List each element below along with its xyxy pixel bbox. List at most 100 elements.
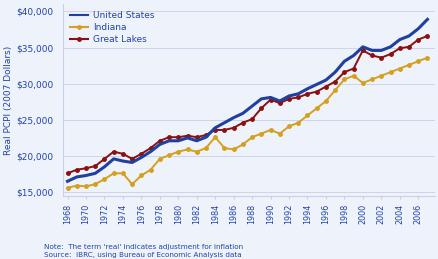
Indiana: [120, 172, 125, 175]
United States: [65, 180, 70, 183]
United States: [184, 136, 190, 139]
Great Lakes: [111, 150, 116, 153]
Great Lakes: [249, 118, 254, 121]
United States: [406, 34, 411, 38]
United States: [120, 160, 125, 163]
United States: [378, 49, 383, 52]
Great Lakes: [322, 85, 328, 88]
Great Lakes: [92, 164, 98, 168]
Great Lakes: [240, 121, 245, 124]
United States: [295, 92, 300, 95]
United States: [332, 70, 337, 74]
United States: [286, 95, 291, 98]
Legend: United States, Indiana, Great Lakes: United States, Indiana, Great Lakes: [67, 9, 156, 47]
United States: [304, 87, 309, 90]
Indiana: [267, 128, 272, 132]
Great Lakes: [332, 80, 337, 83]
Indiana: [396, 67, 402, 70]
Great Lakes: [166, 136, 171, 139]
Indiana: [129, 183, 134, 186]
Text: Note:  The term 'real' indicates adjustment for inflation
Source:  IBRC, using B: Note: The term 'real' indicates adjustme…: [44, 244, 243, 258]
Great Lakes: [267, 98, 272, 101]
United States: [276, 99, 282, 103]
Great Lakes: [184, 134, 190, 137]
United States: [313, 83, 318, 86]
Indiana: [387, 70, 392, 74]
Great Lakes: [203, 133, 208, 136]
Great Lakes: [138, 152, 144, 155]
Indiana: [240, 143, 245, 146]
United States: [322, 78, 328, 82]
Indiana: [332, 89, 337, 92]
Indiana: [175, 150, 180, 153]
Indiana: [304, 114, 309, 117]
Great Lakes: [258, 107, 263, 110]
United States: [387, 45, 392, 48]
Great Lakes: [148, 147, 153, 150]
United States: [194, 139, 199, 142]
Indiana: [138, 174, 144, 177]
United States: [111, 157, 116, 160]
Great Lakes: [175, 136, 180, 139]
Great Lakes: [286, 97, 291, 100]
Great Lakes: [74, 168, 79, 171]
Indiana: [295, 121, 300, 124]
United States: [249, 105, 254, 108]
Indiana: [221, 147, 226, 150]
Indiana: [276, 132, 282, 135]
Indiana: [230, 148, 236, 151]
United States: [102, 165, 107, 168]
Great Lakes: [230, 126, 236, 129]
Great Lakes: [83, 167, 88, 170]
United States: [396, 38, 402, 41]
Great Lakes: [212, 128, 217, 132]
United States: [258, 97, 263, 100]
United States: [74, 175, 79, 178]
Great Lakes: [221, 128, 226, 132]
Indiana: [424, 56, 429, 59]
Line: Indiana: Indiana: [66, 56, 428, 190]
Indiana: [415, 60, 420, 63]
Indiana: [65, 186, 70, 189]
Great Lakes: [424, 34, 429, 38]
Y-axis label: Real PCPI (2007 Dollars): Real PCPI (2007 Dollars): [4, 45, 13, 155]
Indiana: [203, 147, 208, 150]
United States: [415, 27, 420, 30]
Great Lakes: [350, 67, 356, 70]
Indiana: [258, 132, 263, 135]
Indiana: [369, 78, 374, 81]
Indiana: [286, 125, 291, 128]
Indiana: [350, 74, 356, 77]
Great Lakes: [313, 90, 318, 93]
Great Lakes: [387, 53, 392, 56]
United States: [230, 116, 236, 119]
United States: [129, 161, 134, 164]
Indiana: [74, 184, 79, 187]
Indiana: [194, 150, 199, 153]
Great Lakes: [65, 172, 70, 175]
Line: Great Lakes: Great Lakes: [66, 34, 428, 175]
United States: [221, 121, 226, 124]
Indiana: [313, 107, 318, 110]
Great Lakes: [360, 49, 365, 52]
Indiana: [341, 78, 346, 81]
United States: [212, 126, 217, 129]
Indiana: [184, 148, 190, 151]
United States: [350, 54, 356, 57]
Indiana: [360, 81, 365, 84]
Indiana: [378, 74, 383, 77]
Great Lakes: [129, 157, 134, 160]
Indiana: [249, 136, 254, 139]
Indiana: [406, 63, 411, 67]
Indiana: [92, 183, 98, 186]
Line: United States: United States: [67, 19, 427, 181]
Great Lakes: [304, 92, 309, 95]
United States: [341, 60, 346, 63]
United States: [157, 143, 162, 146]
United States: [267, 96, 272, 99]
Great Lakes: [415, 38, 420, 41]
Great Lakes: [194, 136, 199, 139]
Great Lakes: [341, 70, 346, 74]
United States: [138, 156, 144, 159]
United States: [369, 49, 374, 52]
